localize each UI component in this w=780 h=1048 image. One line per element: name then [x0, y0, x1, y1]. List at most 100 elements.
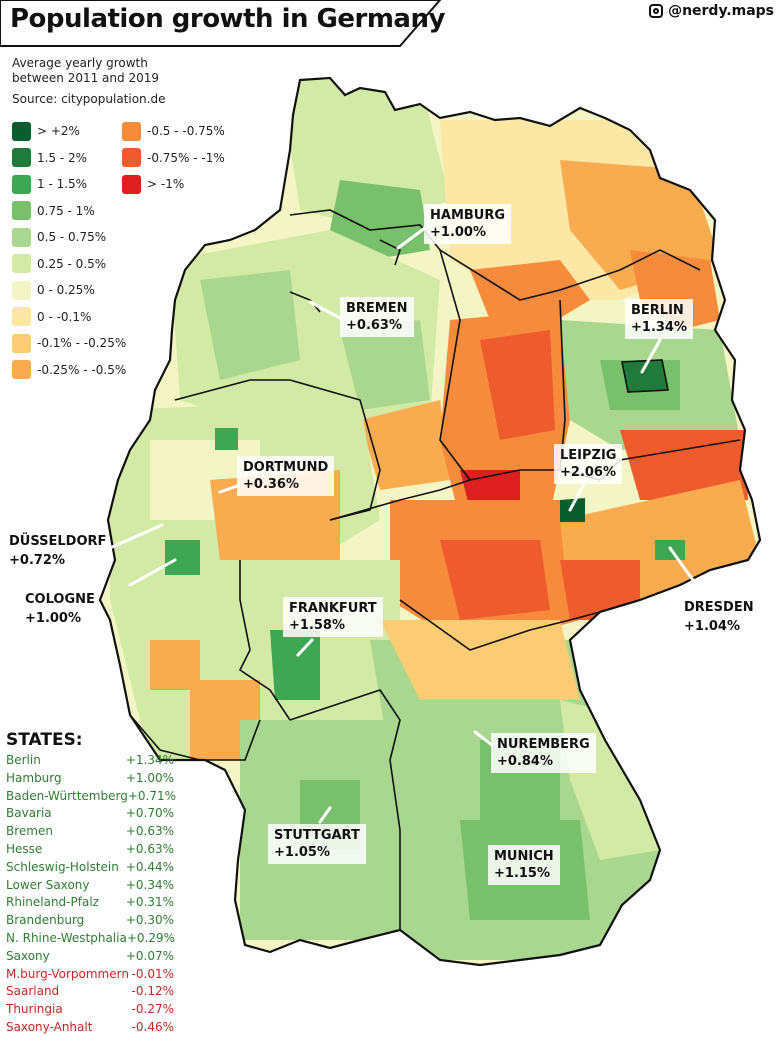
region-upper-franconia [380, 620, 580, 700]
region-lusatia [620, 430, 748, 500]
source-note: Source: citypopulation.de [12, 92, 166, 106]
state-row: M.burg-Vorpommern -0.01% [6, 966, 174, 984]
city-label-hamburg: HAMBURG +1.00% [424, 204, 512, 244]
state-row: Saarland -0.12% [6, 983, 174, 1001]
border-by-th [399, 599, 601, 651]
leader-frankfurt [296, 638, 314, 657]
city-value: +0.84% [497, 754, 553, 769]
city-name: MUNICH [494, 849, 554, 864]
page-title: Population growth in Germany [10, 4, 445, 34]
legend-item: 0.75 - 1% [12, 198, 126, 225]
legend-item: 0 - -0.1% [12, 304, 126, 331]
city-value: +1.00% [430, 225, 486, 240]
state-row: Saxony-Anhalt -0.46% [6, 1019, 174, 1037]
legend-item: -0.5 - -0.75% [122, 118, 225, 145]
legend-label: 0 - 0.25% [37, 283, 95, 298]
region-altmark [480, 330, 555, 440]
legend-label: > -1% [147, 177, 185, 192]
leader-berlin [640, 338, 662, 374]
region-berlin [622, 360, 668, 392]
region-leipzig [560, 498, 585, 522]
state-name: Hamburg [6, 770, 62, 785]
state-value: +0.44% [125, 859, 174, 874]
state-name: Bavaria [6, 806, 52, 821]
city-name: BREMEN [346, 301, 408, 316]
region-hanover [340, 320, 430, 410]
legend-item: 1 - 1.5% [12, 171, 126, 198]
state-value: +0.30% [125, 913, 174, 928]
city-name: COLOGNE [25, 592, 95, 607]
legend-item: > +2% [12, 118, 126, 145]
city-value: +2.06% [560, 465, 616, 480]
state-row: Berlin +1.34% [6, 752, 174, 770]
state-value: +0.63% [125, 824, 174, 839]
state-value: -0.27% [131, 1002, 174, 1017]
state-value: +0.07% [125, 948, 174, 963]
border-hamburg [379, 239, 401, 266]
state-name: Saxony [6, 948, 50, 963]
leader-bremen [308, 300, 342, 320]
state-name: M.burg-Vorpommern [6, 966, 129, 981]
city-label-dusseldorf: DÜSSELDORF +0.72% [9, 532, 106, 570]
region-frankfurt [270, 630, 320, 700]
subtitle: Average yearly growth between 2011 and 2… [12, 56, 159, 86]
legend-item: 0 - 0.25% [12, 277, 126, 304]
city-label-dortmund: DORTMUND +0.36% [237, 456, 335, 496]
legend-label: 0.25 - 0.5% [37, 256, 107, 271]
author-handle[interactable]: @nerdy.maps [649, 3, 774, 19]
border-he-th [329, 479, 471, 521]
border-rp-he [238, 560, 291, 721]
state-name: Schleswig-Holstein [6, 859, 119, 874]
legend-label: 1 - 1.5% [37, 177, 88, 192]
legend-swatch [12, 333, 31, 353]
state-value: -0.46% [131, 1019, 174, 1034]
city-value: +1.58% [289, 618, 345, 633]
state-row: Lower Saxony +0.34% [6, 877, 174, 895]
state-row: Brandenburg +0.30% [6, 912, 174, 930]
leader-hamburg [396, 226, 427, 250]
city-value: +0.72% [9, 553, 65, 568]
city-label-leipzig: LEIPZIG +2.06% [554, 444, 623, 484]
state-value: -0.01% [131, 966, 174, 981]
legend-swatch [122, 174, 141, 194]
state-name: Baden-Württemberg [6, 788, 128, 803]
legend-label: > +2% [37, 124, 80, 139]
leader-dortmund [218, 483, 242, 494]
city-value: +1.00% [25, 611, 81, 626]
state-name: Rhineland-Pfalz [6, 895, 99, 910]
state-row: Baden-Württemberg +0.71% [6, 788, 177, 806]
leader-dusseldorf [108, 523, 164, 550]
legend-label: -0.1% - -0.25% [37, 336, 127, 351]
city-label-cologne: COLOGNE +1.00% [25, 590, 95, 628]
legend-swatch [12, 360, 31, 380]
city-name: HAMBURG [430, 208, 506, 223]
legend-label: 0.5 - 0.75% [37, 230, 107, 245]
legend-swatch [12, 121, 31, 141]
region-goslar [360, 400, 450, 490]
legend-item: 0.5 - 0.75% [12, 224, 126, 251]
border-bremen [289, 291, 321, 313]
city-name: STUTTGART [274, 828, 360, 843]
legend-swatch [12, 148, 31, 168]
region-oldenburg [200, 270, 300, 380]
legend-item: > -1% [122, 171, 225, 198]
legend-label: 1.5 - 2% [37, 150, 88, 165]
legend-item: -0.75% - -1% [122, 145, 225, 172]
region-thuringia-central [440, 540, 550, 620]
state-value: -0.12% [131, 984, 174, 999]
state-value: +0.71% [127, 788, 177, 803]
legend-swatch [12, 227, 31, 247]
border-mv [439, 249, 701, 301]
city-label-stuttgart: STUTTGART +1.05% [268, 824, 366, 864]
city-value: +1.05% [274, 845, 330, 860]
handle-text: @nerdy.maps [668, 3, 774, 19]
state-value: +0.63% [125, 841, 174, 856]
legend-swatch [122, 121, 141, 141]
city-name: FRANKFURT [289, 601, 377, 616]
instagram-icon [649, 4, 664, 18]
city-name: BERLIN [631, 303, 684, 318]
state-value: +0.29% [126, 930, 176, 945]
states-title: STATES: [6, 730, 83, 750]
state-value: +1.00% [125, 770, 174, 785]
city-label-berlin: BERLIN +1.34% [625, 299, 693, 339]
